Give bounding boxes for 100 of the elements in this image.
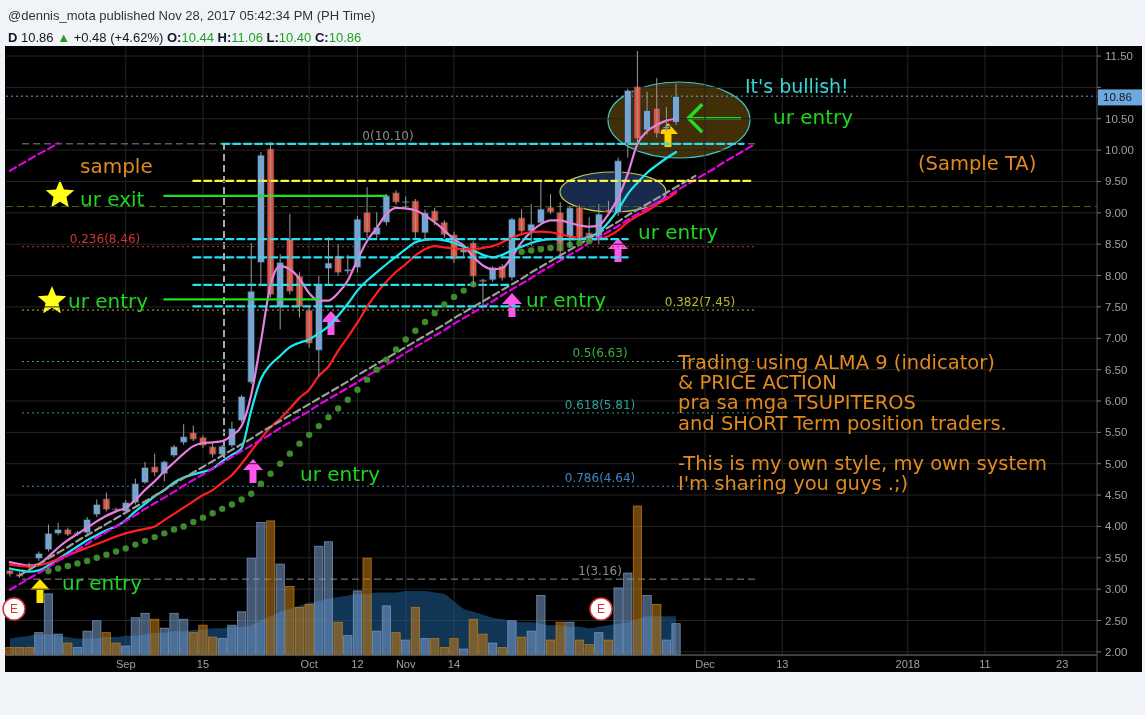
bar [198,624,208,656]
annotation: E [9,602,19,616]
point [537,246,545,253]
point [132,541,139,548]
point [315,422,323,430]
bar [208,636,218,656]
bar [34,632,44,656]
annotation: It's bullish! [745,75,849,97]
bar [517,636,527,656]
point [334,405,342,412]
ref-line-label: 0(10.10) [362,128,414,143]
annotation: ur entry [300,462,381,486]
bar [623,572,633,656]
point [141,537,149,545]
ref-line-label: 1(3.16) [578,564,622,579]
annotation: (Sample TA) [918,151,1037,175]
ref-line-label: 0.382(7.45) [664,295,736,310]
bar [613,587,623,656]
bar [140,612,150,656]
bar [121,645,131,656]
annotation: ur entry [526,288,607,312]
point [180,523,187,530]
bar [188,632,198,656]
point [383,356,390,363]
bar [497,647,507,656]
bar [536,595,546,656]
bar [391,632,401,656]
bar [82,630,92,656]
y-tick-label: 7.00 [1105,332,1128,345]
annotation: ur exit [80,187,145,211]
bar [53,633,63,656]
x-tick-label: 12 [351,658,364,670]
point [170,526,178,533]
point [518,248,525,255]
point [277,460,284,467]
y-tick-label: 11.50 [1105,50,1133,63]
bar [594,632,604,656]
bar [555,621,565,656]
y-tick-label: 6.00 [1105,394,1128,407]
point [547,244,554,252]
bar [507,620,517,656]
point [402,336,409,343]
bar [227,624,237,656]
x-tick-label: Sep [115,658,136,670]
point [325,414,332,421]
annotation: Trading using ALMA 9 (indicator) & PRICE ACTION pra sa mga TSUPITEROS and SHORT Term position traders. -This is my own style, my own system I'm sharing you guys .;) [677,350,1048,495]
bar [265,520,276,656]
point [238,496,245,503]
point [209,510,216,517]
bar [159,627,169,656]
bar [401,639,411,656]
bar [314,545,324,656]
bar [285,586,295,656]
bar [488,642,498,656]
bar [256,521,266,656]
annotation: ur entry [68,289,149,313]
point [74,560,81,567]
bar [63,642,73,656]
point [344,396,351,403]
point [64,562,71,570]
y-tick-label: 3.50 [1105,551,1128,564]
y-tick-label: 7.50 [1105,300,1128,313]
bar [333,621,343,656]
annotation: ur entry [773,105,854,129]
y-tick-label: 5.50 [1105,426,1128,439]
point [228,501,236,508]
point [151,533,158,541]
point [219,505,226,513]
y-tick-label: 4.50 [1105,489,1128,502]
bar [381,605,391,656]
ref-line-label: 0.5(6.63) [572,346,628,361]
chart-title: @dennis_mota published Nov 28, 2017 05:42:34 PM (PH Time) [8,7,376,23]
point [296,440,303,447]
y-tick-label: 8.50 [1105,238,1128,251]
bar [584,644,594,656]
bar [603,639,614,656]
y-tick-label: 9.50 [1105,175,1128,188]
x-tick-label: 14 [447,658,461,670]
bar [5,647,15,656]
x-tick-label: Nov [395,658,416,670]
bar [642,595,652,656]
annotation: sample [80,154,153,178]
bar [372,630,382,656]
bar [150,618,160,656]
bar [574,639,585,656]
point [257,480,265,487]
text: 10.86 [21,29,54,45]
bar [526,630,536,656]
point [460,287,467,294]
bar [545,639,556,656]
bar [179,618,189,656]
bar [130,617,140,656]
text: 10.86 [1103,91,1132,104]
point [122,545,129,552]
point [199,514,207,521]
bar [661,639,671,656]
x-tick-label: Dec [695,658,716,670]
annotation: ur entry [62,571,143,595]
point [83,557,91,565]
point [354,386,361,393]
